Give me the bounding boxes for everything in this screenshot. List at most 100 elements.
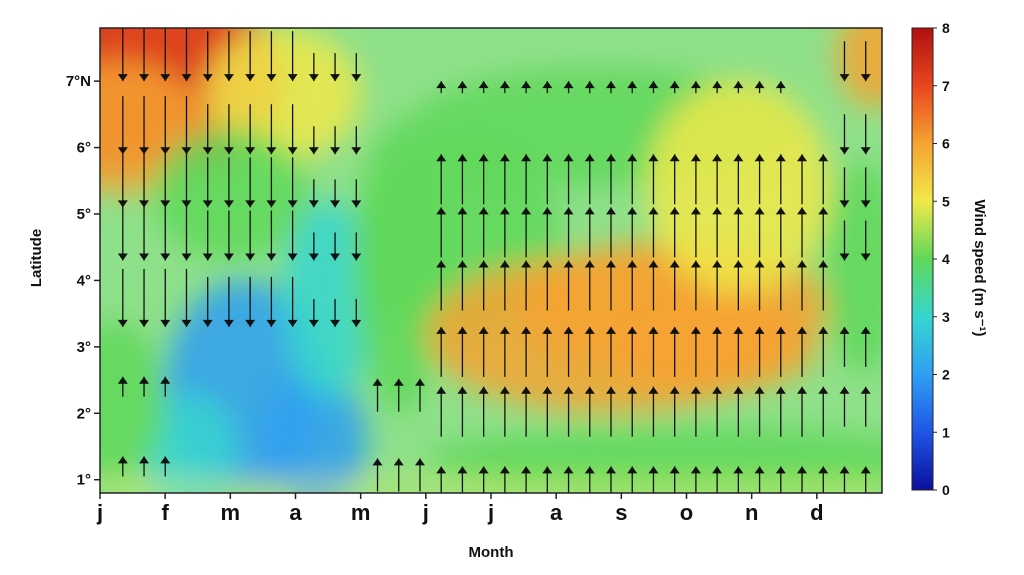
wind-arrow [351,298,362,327]
wind-arrow [712,207,723,258]
wind-arrow [499,386,510,437]
wind-arrow [521,207,532,258]
wind-arrow [669,466,680,493]
wind-arrow [648,326,659,377]
wind-arrow [712,81,723,94]
wind-arrow [223,31,234,82]
wind-arrow [351,126,362,155]
wind-arrow [139,149,150,208]
wind-arrow [436,466,447,493]
wind-arrow [245,104,256,155]
wind-arrow [436,260,447,311]
wind-arrow [860,326,871,367]
wind-arrow [605,207,616,258]
wind-arrow [372,458,383,492]
wind-arrow [605,386,616,437]
wind-arrow [775,260,786,311]
wind-arrow [584,260,595,311]
y-tick-label: 4° [77,272,91,289]
wind-arrow [584,154,595,205]
wind-arrow [563,207,574,258]
heat-blob [262,373,368,493]
wind-arrow [754,154,765,205]
wind-arrow [542,81,553,94]
wind-arrow [754,466,765,493]
wind-arrow [627,326,638,377]
wind-arrow [478,207,489,258]
wind-arrow [139,202,150,261]
wind-arrow [457,386,468,437]
wind-arrows [117,28,871,493]
wind-arrow [117,202,128,261]
wind-arrow [797,466,808,493]
colorbar: 0 1 2 3 4 5 6 7 8 Wind speed (m s⁻¹) [911,20,988,498]
wind-arrow [754,260,765,311]
wind-arrow [860,466,871,493]
x-tick-label: a [550,500,563,525]
colorbar-tick-label: 2 [942,367,950,383]
wind-arrow [860,386,871,427]
wind-arrow [542,466,553,493]
wind-arrow [669,326,680,377]
wind-arrow [818,207,829,258]
wind-arrow [627,466,638,493]
wind-arrow [584,81,595,94]
wind-arrow [648,466,659,493]
heat-blob [608,300,817,394]
wind-arrow [627,81,638,94]
wind-arrow [308,179,319,208]
heat-blob [823,160,882,374]
wind-arrow [669,81,680,94]
wind-arrow [542,260,553,311]
x-tick-label: s [615,500,627,525]
wind-arrow [330,126,341,155]
wind-arrow [117,268,128,327]
wind-arrow [754,81,765,94]
wind-arrow [245,157,256,208]
wind-arrow [308,232,319,261]
wind-arrow [584,386,595,437]
colorbar-bar [911,27,934,491]
heat-blob [836,28,882,108]
wind-arrow [287,276,298,327]
wind-arrow [330,53,341,82]
x-tick-label: m [351,500,371,525]
y-tick-label: 6° [77,140,91,157]
y-tick-label: 7°N [66,73,91,90]
wind-arrow [160,28,171,82]
wind-arrow [330,232,341,261]
heat-field [100,28,882,493]
wind-arrow [627,207,638,258]
wind-arrow [733,386,744,437]
wind-arrow [351,179,362,208]
wind-arrow [521,81,532,94]
wind-arrow [414,458,425,492]
wind-arrow [627,154,638,205]
wind-arrow [202,210,213,261]
wind-arrow [733,260,744,311]
wind-arrow [605,260,616,311]
wind-arrow [499,260,510,311]
wind-arrow [202,31,213,82]
wind-arrow [860,114,871,155]
wind-arrow [287,31,298,82]
wind-arrow [478,326,489,377]
wind-arrow [160,96,171,155]
wind-arrow [181,96,192,155]
y-tick-label: 5° [77,206,91,223]
wind-arrow [181,202,192,261]
wind-arrow [160,149,171,208]
wind-arrow [414,378,425,412]
wind-arrow [245,276,256,327]
wind-arrow [712,260,723,311]
heat-blob [282,200,374,400]
wind-arrow [839,220,850,261]
wind-arrow [521,466,532,493]
wind-arrow [436,154,447,205]
wind-arrow [160,202,171,261]
wind-arrow [754,386,765,437]
wind-arrow [330,179,341,208]
wind-arrow [669,154,680,205]
wind-arrow [605,81,616,94]
